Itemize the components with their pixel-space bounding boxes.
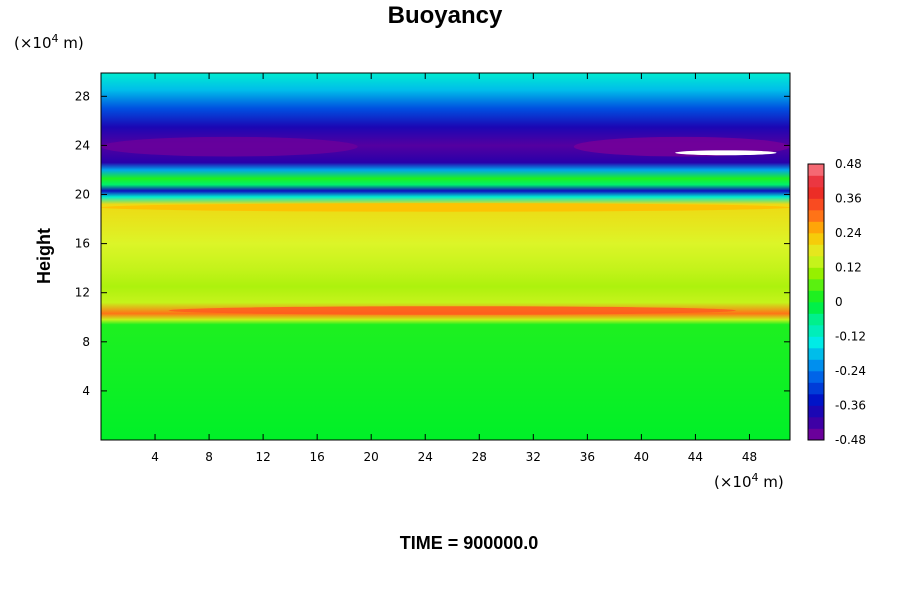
time-label: TIME = 900000.0: [400, 533, 539, 553]
colorbar-band: [808, 302, 824, 314]
colorbar-band: [808, 405, 824, 418]
colorbar-band: [808, 175, 824, 188]
x-tick-label: 12: [255, 450, 270, 464]
x-tick-label: 28: [472, 450, 487, 464]
x-axis-unit: (×104 m): [714, 471, 784, 492]
colorbar-band: [808, 233, 824, 245]
field-background: [101, 73, 790, 440]
y-tick-label: 28: [75, 89, 90, 103]
x-tick-label: 48: [742, 450, 757, 464]
colorbar-band: [808, 325, 824, 337]
chart-title: Buoyancy: [388, 2, 503, 29]
x-tick-label: 44: [688, 450, 703, 464]
colorbar-band: [808, 394, 824, 406]
x-tick-label: 4: [151, 450, 159, 464]
x-tick-label: 16: [310, 450, 325, 464]
x-tick-label: 32: [526, 450, 541, 464]
colorbar-band: [808, 336, 824, 349]
colorbar-label: -0.24: [835, 364, 866, 378]
colorbar-band: [808, 359, 824, 372]
colorbar-band: [808, 187, 824, 199]
x-tick-label: 40: [634, 450, 649, 464]
x-axis-ticks: 4 8 12 16 20 24 28 32 36 40 44 48: [151, 73, 757, 464]
y-tick-label: 16: [75, 237, 90, 251]
colorbar-band: [808, 198, 824, 211]
colorbar-band: [808, 428, 824, 441]
colorbar-label: -0.48: [835, 433, 866, 447]
y-tick-label: 12: [75, 286, 90, 300]
colorbar-frame: [807, 163, 825, 441]
y-tick-label: 4: [82, 384, 90, 398]
x-tick-label: 36: [580, 450, 595, 464]
y-axis-unit: (×104 m): [14, 32, 84, 53]
y-tick-label: 20: [75, 188, 90, 202]
colorbar-band: [808, 348, 824, 360]
feature-warm-band-upper: [101, 203, 790, 212]
colorbar-band: [808, 244, 824, 257]
colorbar-band: [808, 210, 824, 222]
colorbar-label: 0.48: [835, 157, 862, 171]
colorbar-label: 0.12: [835, 261, 862, 275]
plot-frame: [100, 72, 791, 441]
colorbar: 0.48 0.36 0.24 0.12 0 -0.12 -0.24 -0.36 -0.48: [807, 157, 866, 447]
colorbar-band: [808, 221, 824, 234]
x-tick-label: 24: [418, 450, 433, 464]
colorbar-band: [808, 382, 824, 395]
feature-missing-data: [675, 150, 777, 156]
colorbar-band: [808, 279, 824, 291]
y-axis-label: Height: [34, 228, 54, 284]
colorbar-band: [808, 313, 824, 326]
colorbar-band: [808, 371, 824, 383]
x-tick-label: 8: [205, 450, 213, 464]
colorbar-label: -0.12: [835, 330, 866, 344]
colorbar-band: [808, 256, 824, 268]
colorbar-label: 0: [835, 295, 843, 309]
y-tick-label: 24: [75, 138, 90, 152]
colorbar-band: [808, 290, 824, 303]
colorbar-label: 0.24: [835, 226, 862, 240]
colorbar-band: [808, 417, 824, 429]
x-tick-label: 20: [364, 450, 379, 464]
colorbar-label: -0.36: [835, 399, 866, 413]
plot-area: [100, 72, 791, 441]
colorbar-band: [808, 164, 824, 176]
colorbar-band: [808, 267, 824, 280]
colorbar-label: 0.36: [835, 192, 862, 206]
feature-cold-core-west: [101, 136, 358, 157]
y-tick-label: 8: [82, 335, 90, 349]
feature-warm-layer: [168, 306, 736, 315]
y-axis-ticks: 4 8 12 16 20 24 28: [75, 89, 790, 398]
